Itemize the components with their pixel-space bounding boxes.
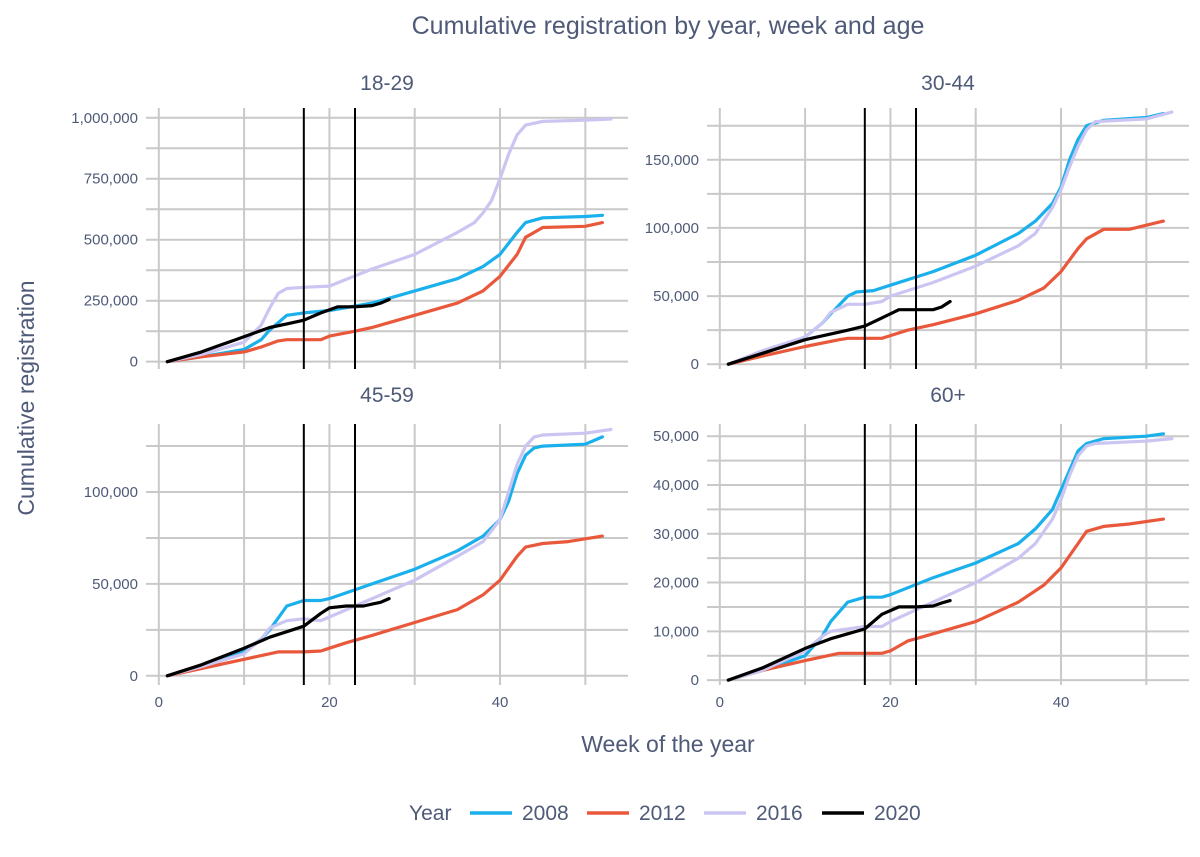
facet-label-45-59: 45-59	[360, 384, 414, 407]
series-2020-line-18-29	[165, 297, 391, 364]
series-2016-line-18-29	[165, 117, 613, 364]
facet-label-60-plus: 60+	[930, 384, 966, 407]
legend: Year 2008 2012 2016 2020	[409, 802, 921, 825]
legend-label-2012: 2012	[639, 802, 686, 825]
y-axis-label: Cumulative registration	[13, 280, 39, 515]
series-2008-line-60-plus	[726, 432, 1165, 682]
facet-label-18-29: 18-29	[360, 72, 414, 95]
series-2008-line-45-59	[165, 435, 604, 678]
y-tick-label-60-plus: 20,000	[653, 575, 699, 592]
legend-label-2020: 2020	[874, 802, 921, 825]
x-tick-label-60-plus: 0	[716, 694, 724, 711]
legend-label-2008: 2008	[522, 802, 569, 825]
y-tick-label-18-29: 750,000	[84, 171, 138, 188]
x-tick-label-45-59: 40	[492, 694, 509, 711]
series-2008-line-18-29	[165, 213, 604, 364]
y-tick-label-30-44: 150,000	[645, 152, 699, 169]
series-2020-line-30-44	[726, 299, 952, 366]
series-2012-line-18-29	[165, 221, 604, 364]
series-2012-line-30-44	[726, 219, 1165, 366]
panel-18-29: 18-29 0 250,000 500,000 750,000 1,000,000	[71, 72, 628, 371]
series-2020-line-60-plus	[726, 599, 952, 682]
x-tick-label-45-59: 0	[155, 694, 163, 711]
panel-60-plus: 60+ 0 10,000 20,000 30,000 40,000 50,000 0 20 40	[653, 384, 1189, 711]
facet-label-30-44: 30-44	[921, 72, 975, 95]
x-tick-label-60-plus: 40	[1053, 694, 1070, 711]
y-tick-label-18-29: 250,000	[84, 293, 138, 310]
legend-label-2016: 2016	[756, 802, 803, 825]
y-tick-label-60-plus: 30,000	[653, 526, 699, 543]
series-2008-line-30-44	[726, 111, 1165, 366]
y-tick-label-45-59: 50,000	[92, 576, 138, 593]
y-tick-label-60-plus: 50,000	[653, 428, 699, 445]
legend-title: Year	[409, 802, 451, 825]
x-axis-label: Week of the year	[581, 731, 755, 757]
y-tick-label-18-29: 1,000,000	[71, 110, 138, 127]
panel-45-59: 45-59 0 50,000 100,000 0 20 40	[84, 384, 628, 711]
legend-item-2012: 2012	[587, 802, 686, 825]
series-2016-line-30-44	[726, 110, 1174, 366]
legend-item-2008: 2008	[470, 802, 569, 825]
y-tick-label-60-plus: 10,000	[653, 623, 699, 640]
series-2020-line-45-59	[165, 597, 391, 678]
legend-item-2020: 2020	[822, 802, 921, 825]
y-tick-label-45-59: 0	[130, 668, 138, 685]
y-tick-label-18-29: 500,000	[84, 232, 138, 249]
series-2012-line-60-plus	[726, 517, 1165, 682]
legend-item-2016: 2016	[704, 802, 803, 825]
y-tick-label-18-29: 0	[130, 354, 138, 371]
y-tick-label-60-plus: 0	[691, 672, 699, 689]
y-tick-label-60-plus: 40,000	[653, 477, 699, 494]
x-tick-label-60-plus: 20	[882, 694, 899, 711]
chart-title: Cumulative registration by year, week an…	[412, 12, 925, 40]
series-2016-line-60-plus	[726, 437, 1174, 682]
series-2012-line-45-59	[165, 534, 604, 678]
y-tick-label-45-59: 100,000	[84, 484, 138, 501]
x-tick-label-45-59: 20	[321, 694, 338, 711]
y-tick-label-30-44: 0	[691, 356, 699, 373]
y-tick-label-30-44: 100,000	[645, 220, 699, 237]
series-2016-line-45-59	[165, 427, 613, 678]
y-tick-label-30-44: 50,000	[653, 288, 699, 305]
panel-30-44: 30-44 0 50,000 100,000 150,000	[645, 72, 1189, 373]
